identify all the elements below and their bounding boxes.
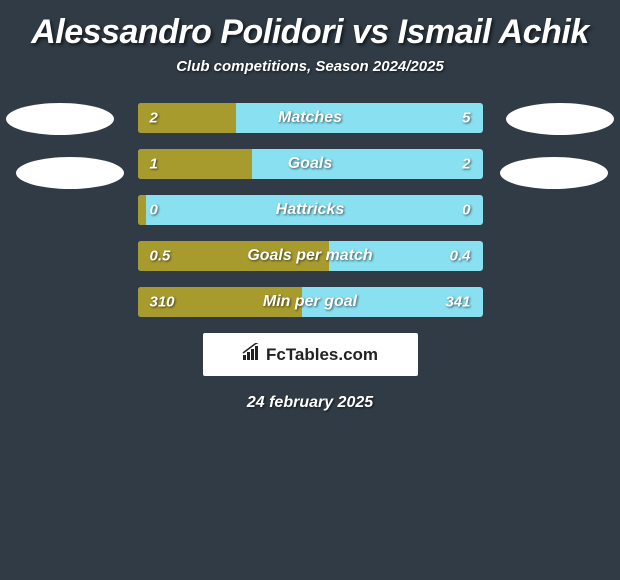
stat-value-left: 0: [150, 202, 158, 219]
stats-area: 2 Matches 5 1 Goals 2 0 Hattricks 0 0.5 Goals per …: [0, 103, 620, 317]
stat-value-right: 2: [462, 156, 470, 173]
stat-row: 2 Matches 5: [138, 103, 483, 133]
stat-label: Goals per match: [247, 247, 372, 265]
stat-value-left: 1: [150, 156, 158, 173]
stat-value-right: 0: [462, 202, 470, 219]
stat-value-left: 2: [150, 110, 158, 127]
stat-value-right: 5: [462, 110, 470, 127]
stat-label: Min per goal: [263, 293, 357, 311]
team-badge-right-1: [506, 103, 614, 135]
logo-text: FcTables.com: [266, 345, 378, 365]
stat-label: Goals: [288, 155, 332, 173]
team-badge-left-2: [16, 157, 124, 189]
stat-row: 0 Hattricks 0: [138, 195, 483, 225]
chart-icon: [242, 343, 262, 366]
stat-row: 310 Min per goal 341: [138, 287, 483, 317]
stat-row: 0.5 Goals per match 0.4: [138, 241, 483, 271]
team-badge-left-1: [6, 103, 114, 135]
page-title: Alessandro Polidori vs Ismail Achik: [0, 5, 620, 58]
stat-value-left: 310: [150, 294, 175, 311]
stat-value-left: 0.5: [150, 248, 171, 265]
page-subtitle: Club competitions, Season 2024/2025: [0, 58, 620, 103]
stat-value-right: 0.4: [450, 248, 471, 265]
stat-row: 1 Goals 2: [138, 149, 483, 179]
date-text: 24 february 2025: [0, 394, 620, 412]
stat-bars: 2 Matches 5 1 Goals 2 0 Hattricks 0 0.5 Goals per …: [138, 103, 483, 317]
stat-label: Matches: [278, 109, 342, 127]
team-badge-right-2: [500, 157, 608, 189]
stat-value-right: 341: [445, 294, 470, 311]
stat-bar-fill: [138, 195, 147, 225]
stat-label: Hattricks: [276, 201, 344, 219]
site-logo[interactable]: FcTables.com: [203, 333, 418, 376]
